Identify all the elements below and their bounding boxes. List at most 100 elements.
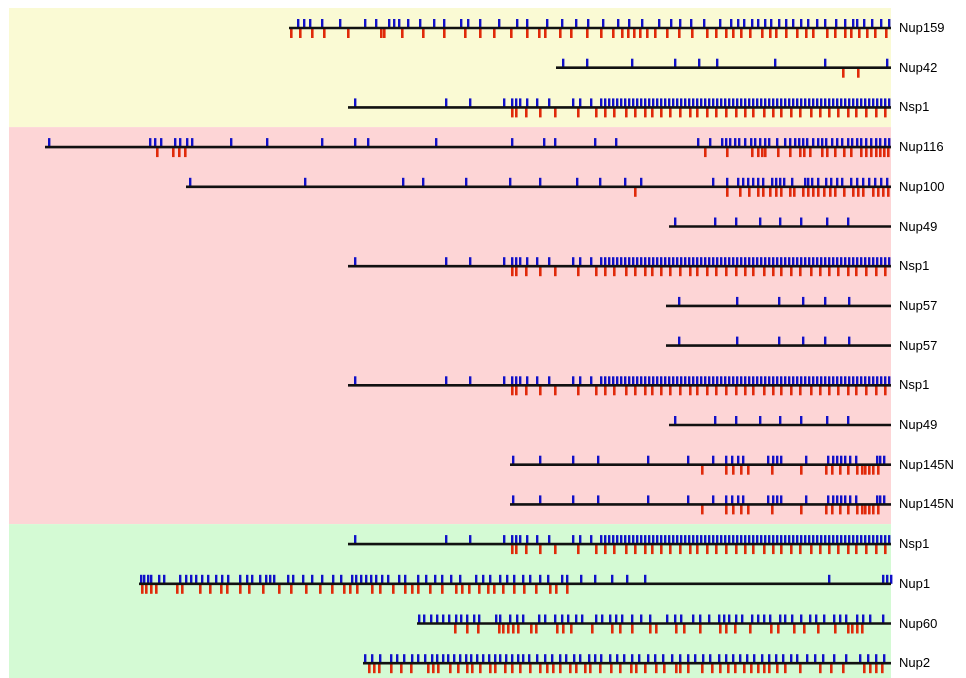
repeat-mark-above — [840, 98, 843, 108]
repeat-mark-above — [572, 535, 575, 545]
repeat-mark-above — [805, 495, 808, 505]
repeat-mark-above — [816, 19, 819, 28]
repeat-mark-below — [586, 29, 589, 38]
repeat-mark-above — [752, 257, 755, 267]
repeat-mark-above — [742, 455, 745, 465]
repeat-mark-below — [701, 505, 704, 515]
repeat-mark-below — [689, 386, 692, 396]
repeat-mark-above — [423, 614, 426, 624]
repeat-mark-above — [620, 535, 623, 545]
repeat-mark-above — [572, 257, 575, 267]
repeat-mark-below — [678, 29, 681, 38]
repeat-mark-above — [266, 138, 269, 148]
repeat-mark-above — [684, 535, 687, 545]
repeat-mark-below — [735, 386, 738, 396]
repeat-mark-above — [800, 19, 803, 28]
repeat-mark-below — [679, 108, 682, 118]
repeat-mark-below — [842, 664, 845, 674]
repeat-mark-above — [742, 495, 745, 505]
repeat-mark-above — [798, 138, 801, 148]
repeat-mark-above — [708, 535, 711, 545]
protein-label: Nsp1 — [899, 258, 930, 274]
repeat-mark-above — [522, 654, 525, 664]
repeat-mark-above — [692, 98, 695, 108]
repeat-mark-above — [736, 98, 739, 108]
repeat-mark-above — [473, 614, 476, 624]
repeat-mark-above — [631, 614, 634, 624]
repeat-mark-above — [548, 98, 551, 108]
repeat-mark-above — [609, 654, 612, 664]
repeat-mark-above — [660, 535, 663, 545]
repeat-mark-below — [772, 108, 775, 118]
repeat-mark-above — [676, 257, 679, 267]
repeat-mark-below — [390, 664, 393, 674]
repeat-mark-above — [551, 654, 554, 664]
repeat-mark-below — [305, 584, 308, 594]
repeat-mark-above — [644, 376, 647, 386]
repeat-mark-below — [768, 664, 771, 674]
repeat-mark-above — [435, 138, 438, 148]
repeat-mark-above — [736, 336, 739, 346]
repeat-mark-above — [354, 376, 357, 386]
repeat-mark-below — [429, 584, 432, 594]
repeat-mark-above — [828, 98, 831, 108]
repeat-mark-above — [785, 19, 788, 28]
repeat-mark-below — [566, 584, 569, 594]
repeat-mark-above — [830, 177, 833, 187]
repeat-mark-below — [881, 664, 884, 674]
repeat-mark-above — [251, 574, 254, 584]
repeat-mark-above — [836, 455, 839, 465]
repeat-mark-above — [640, 257, 643, 267]
repeat-mark-above — [579, 98, 582, 108]
repeat-mark-below — [562, 624, 565, 634]
repeat-mark-above — [808, 535, 811, 545]
repeat-mark-below — [651, 267, 654, 277]
repeat-mark-above — [676, 98, 679, 108]
repeat-mark-above — [621, 614, 624, 624]
repeat-mark-above — [147, 574, 150, 584]
repeat-mark-below — [757, 187, 760, 197]
repeat-mark-above — [697, 138, 700, 148]
repeat-mark-above — [503, 535, 506, 545]
repeat-mark-below — [800, 465, 803, 475]
repeat-mark-below — [530, 624, 533, 634]
repeat-mark-above — [519, 535, 522, 545]
repeat-mark-above — [856, 257, 859, 267]
repeat-mark-below — [368, 664, 371, 674]
repeat-mark-below — [790, 108, 793, 118]
repeat-mark-above — [740, 535, 743, 545]
repeat-mark-below — [511, 545, 514, 555]
repeat-mark-above — [189, 177, 192, 187]
repeat-mark-below — [740, 29, 743, 38]
repeat-mark-above — [744, 257, 747, 267]
repeat-mark-above — [851, 138, 854, 148]
repeat-mark-above — [699, 614, 702, 624]
repeat-mark-above — [624, 177, 627, 187]
repeat-mark-below — [747, 505, 750, 515]
repeat-mark-above — [812, 138, 815, 148]
repeat-mark-above — [824, 376, 827, 386]
repeat-mark-above — [848, 98, 851, 108]
repeat-mark-below — [504, 664, 507, 674]
repeat-mark-above — [879, 495, 882, 505]
repeat-mark-above — [565, 654, 568, 664]
repeat-mark-above — [436, 614, 439, 624]
repeat-mark-above — [466, 614, 469, 624]
repeat-mark-above — [824, 58, 827, 68]
repeat-mark-above — [448, 614, 451, 624]
repeat-mark-above — [771, 177, 774, 187]
repeat-mark-below — [772, 386, 775, 396]
repeat-mark-above — [660, 257, 663, 267]
repeat-mark-below — [525, 108, 528, 118]
repeat-mark-above — [844, 455, 847, 465]
repeat-mark-above — [672, 98, 675, 108]
repeat-mark-below — [875, 664, 878, 674]
repeat-mark-below — [830, 664, 833, 674]
repeat-mark-above — [302, 574, 305, 584]
repeat-mark-above — [862, 614, 865, 624]
repeat-mark-above — [594, 654, 597, 664]
repeat-mark-below — [803, 624, 806, 634]
repeat-mark-below — [679, 386, 682, 396]
repeat-mark-above — [740, 98, 743, 108]
repeat-mark-above — [776, 376, 779, 386]
